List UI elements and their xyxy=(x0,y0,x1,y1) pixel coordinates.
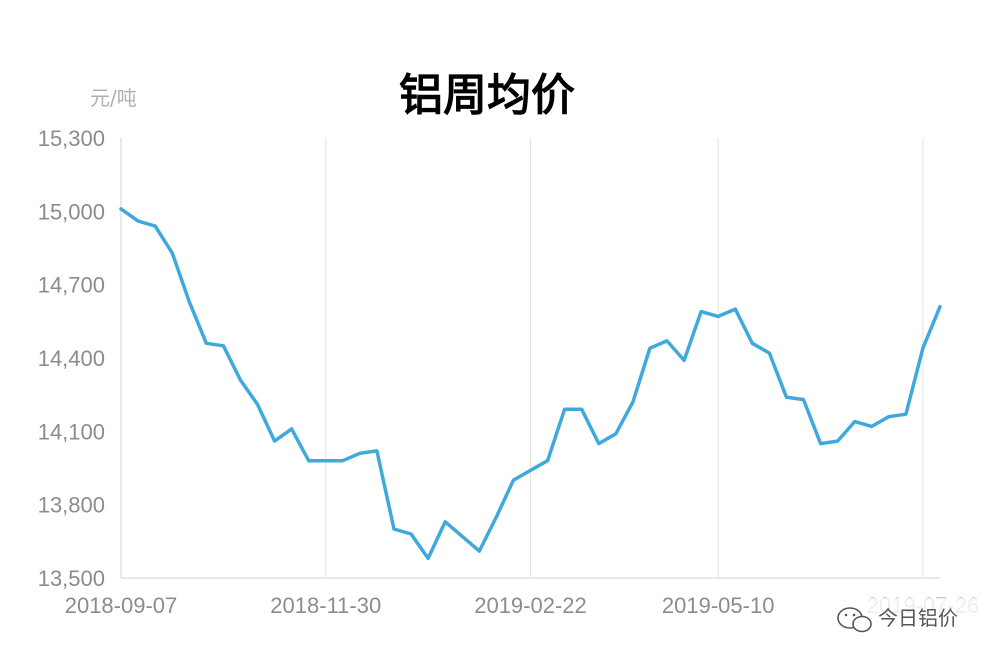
data-point xyxy=(853,420,856,423)
data-point xyxy=(153,224,157,228)
data-point xyxy=(188,300,191,303)
data-point xyxy=(461,535,464,538)
y-tick-label: 14,400 xyxy=(38,346,105,371)
data-point xyxy=(734,307,737,311)
data-point xyxy=(802,398,805,401)
y-tick-label: 14,700 xyxy=(38,273,105,298)
x-tick-label: 2019-05-10 xyxy=(662,593,775,618)
data-point xyxy=(546,459,549,462)
y-tick-label: 13,800 xyxy=(38,493,105,518)
data-point xyxy=(580,408,583,411)
y-tick-label: 15,000 xyxy=(38,199,105,224)
series-group xyxy=(119,207,942,561)
data-point xyxy=(324,459,327,462)
data-point xyxy=(938,305,942,308)
data-point xyxy=(751,342,754,345)
data-point xyxy=(375,449,379,453)
data-point xyxy=(904,413,908,416)
data-point xyxy=(256,403,259,406)
data-point xyxy=(392,527,396,531)
data-point xyxy=(836,439,839,443)
data-point xyxy=(665,339,669,343)
data-point xyxy=(870,425,873,428)
data-point xyxy=(239,378,242,382)
data-point xyxy=(290,427,293,431)
data-point xyxy=(136,219,140,223)
data-point xyxy=(614,432,618,435)
y-tick-label: 13,500 xyxy=(38,566,105,591)
data-point xyxy=(921,347,925,350)
data-point xyxy=(426,557,430,560)
data-point xyxy=(631,400,635,404)
x-axis-ticks: 2018-09-07 2018-11-30 2019-02-22 2019-05-10… xyxy=(65,593,979,618)
data-point xyxy=(529,469,532,472)
data-point xyxy=(819,442,822,445)
data-point xyxy=(443,520,447,523)
data-point xyxy=(358,452,362,455)
data-point xyxy=(512,479,515,482)
data-point xyxy=(495,515,498,519)
y-tick-label: 14,100 xyxy=(38,419,105,444)
watermark: 今日铝价 xyxy=(806,598,986,638)
x-tick-label: 2018-11-30 xyxy=(270,593,381,618)
data-point xyxy=(597,442,600,445)
y-axis-ticks: 15,300 15,000 14,700 14,400 14,100 13,800 13,5… xyxy=(38,126,105,591)
y-axis-unit: 元/吨 xyxy=(90,86,137,110)
data-point xyxy=(785,395,788,399)
x-tick-label: 2019-02-22 xyxy=(474,593,587,618)
data-point xyxy=(409,532,413,536)
data-point xyxy=(478,549,481,553)
data-point xyxy=(170,251,174,255)
grid xyxy=(120,138,940,579)
data-point xyxy=(768,351,771,355)
data-point xyxy=(699,310,703,313)
x-tick-label: 2018-09-07 xyxy=(65,593,178,618)
data-point xyxy=(341,459,345,462)
data-point xyxy=(205,342,208,345)
data-point xyxy=(273,439,276,443)
data-point xyxy=(887,415,891,418)
wechat-icon xyxy=(837,607,872,633)
chart-title: 铝周均价 xyxy=(399,70,575,121)
data-point xyxy=(563,408,566,411)
data-point xyxy=(716,315,720,318)
data-point xyxy=(222,344,225,347)
y-tick-label: 15,300 xyxy=(38,126,105,151)
data-point xyxy=(307,459,310,462)
data-point xyxy=(648,347,652,350)
data-point xyxy=(119,207,123,211)
watermark-text: 今日铝价 xyxy=(878,606,958,630)
data-point xyxy=(682,359,686,362)
